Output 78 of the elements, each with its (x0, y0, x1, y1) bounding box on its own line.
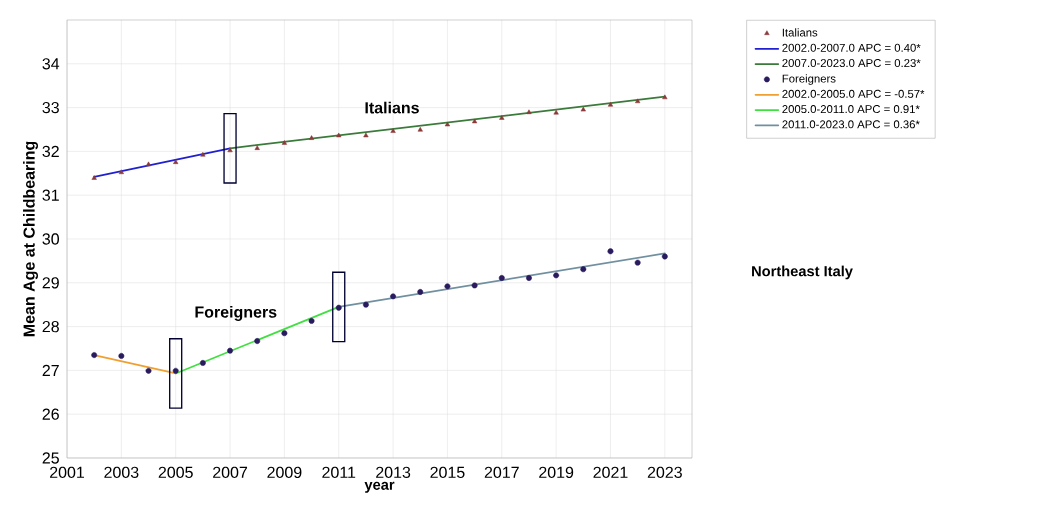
point (580, 106, 586, 112)
x-tick-label: 2021 (593, 466, 628, 479)
legend-label: 2007.0-2023.0 APC = 0.23* (782, 59, 921, 68)
point (173, 159, 179, 164)
annotation: Foreigners (195, 305, 277, 321)
y-tick-label: 27 (42, 364, 59, 376)
point (499, 115, 505, 120)
annotation: Italians (365, 101, 419, 114)
point (200, 151, 206, 157)
legend-label: 2011.0-2023.0 APC = 0.36* (782, 120, 920, 129)
y-tick-label: 29 (42, 277, 59, 289)
point (635, 98, 641, 104)
y-tick-label: 34 (42, 58, 60, 70)
point (444, 121, 451, 127)
legend-label: 2002.0-2005.0 APC = -0.57* (782, 89, 925, 98)
point (580, 266, 587, 273)
x-tick-label: 2019 (539, 466, 574, 479)
point (607, 102, 614, 107)
y-tick-label: 31 (42, 189, 59, 201)
legend-label: Foreigners (782, 74, 836, 85)
y-tick-label: 25 (42, 452, 59, 464)
point (390, 293, 397, 300)
point (118, 169, 124, 175)
x-tick-label: 2023 (647, 466, 682, 479)
point (335, 304, 342, 311)
x-axis-title: year (364, 481, 395, 493)
point (526, 275, 532, 281)
point (308, 317, 315, 324)
point (471, 282, 478, 289)
y-tick-label: 28 (42, 320, 59, 333)
point (498, 275, 505, 281)
point (607, 248, 614, 255)
point (362, 301, 369, 308)
point (91, 175, 97, 180)
y-tick-label: 26 (42, 408, 59, 420)
point (172, 367, 179, 374)
y-axis-title: Mean Age at Childbearing (23, 141, 39, 337)
point (634, 259, 641, 266)
point (254, 338, 261, 344)
point (227, 147, 233, 153)
x-tick-label: 2013 (376, 466, 411, 479)
x-tick-label: 2009 (267, 466, 302, 479)
point (417, 289, 424, 295)
point (553, 109, 559, 115)
point (553, 272, 560, 279)
point (281, 330, 288, 337)
y-tick-label: 32 (42, 145, 59, 158)
point (336, 132, 342, 138)
x-tick-label: 2007 (213, 466, 248, 479)
x-tick-label: 2011 (322, 466, 356, 479)
point (145, 367, 152, 374)
point (254, 145, 260, 150)
point (118, 353, 125, 359)
x-tick-label: 2015 (430, 466, 465, 479)
point (444, 283, 451, 290)
point (363, 132, 369, 138)
point (472, 118, 478, 124)
legend-label: 2002.0-2007.0 APC = 0.40* (782, 43, 921, 52)
y-tick-label: 30 (42, 233, 60, 245)
point (308, 135, 315, 140)
x-tick-label: 2005 (158, 466, 193, 479)
legend-label: Italians (782, 28, 818, 37)
point (91, 352, 98, 358)
y-tick-label: 33 (42, 101, 59, 114)
point (661, 253, 668, 260)
legend-label: 2005.0-2011.0 APC = 0.91* (782, 105, 920, 114)
point (526, 109, 532, 115)
point (390, 128, 396, 133)
point (227, 347, 233, 354)
point (281, 140, 287, 145)
x-tick-label: 2001 (50, 466, 85, 479)
point (417, 126, 423, 132)
text: Northeast Italy (752, 265, 853, 280)
x-tick-label: 2003 (104, 466, 139, 479)
point (145, 161, 152, 167)
point (199, 360, 206, 366)
point (662, 94, 668, 100)
x-tick-label: 2017 (484, 466, 519, 479)
